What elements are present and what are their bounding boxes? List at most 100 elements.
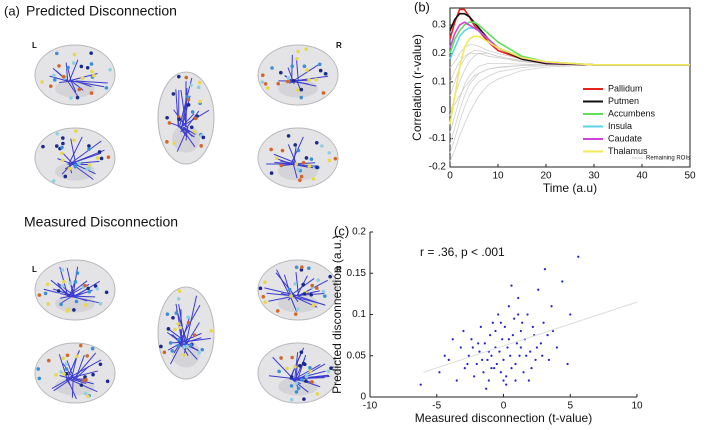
point	[477, 342, 480, 345]
point	[517, 296, 520, 300]
connection	[70, 138, 77, 165]
node	[261, 294, 266, 299]
connection	[171, 341, 183, 344]
connection	[73, 352, 97, 380]
node	[79, 64, 84, 69]
connection	[69, 59, 79, 82]
node	[304, 47, 309, 51]
node	[61, 141, 65, 146]
point	[526, 313, 529, 316]
node	[295, 56, 299, 61]
node	[77, 161, 81, 166]
point	[498, 350, 501, 353]
y-tick-label: -0.2	[429, 162, 447, 173]
node	[276, 81, 281, 86]
node	[182, 345, 187, 349]
connection	[264, 287, 299, 297]
point	[521, 321, 524, 324]
node	[59, 302, 63, 307]
node	[184, 75, 189, 80]
connection	[61, 151, 74, 165]
roi-line	[449, 50, 690, 97]
node	[82, 378, 86, 383]
node	[186, 320, 191, 325]
node	[46, 302, 50, 306]
connection	[176, 309, 188, 343]
node	[77, 87, 82, 92]
point	[447, 358, 450, 361]
node	[315, 165, 319, 170]
connection	[68, 136, 83, 165]
node	[290, 355, 294, 360]
node	[307, 164, 312, 168]
node	[46, 358, 51, 363]
x-tick-label: 10	[492, 171, 504, 182]
node	[333, 156, 338, 161]
node	[166, 327, 171, 331]
node	[296, 386, 301, 391]
node	[85, 354, 90, 358]
node	[317, 62, 322, 67]
node	[311, 177, 316, 181]
point	[550, 305, 553, 308]
connection	[295, 360, 298, 380]
point	[507, 338, 510, 341]
node	[71, 61, 76, 65]
node	[60, 268, 65, 272]
node	[270, 66, 274, 70]
node	[185, 94, 189, 99]
node	[263, 280, 267, 285]
node	[277, 369, 281, 374]
connection	[67, 295, 96, 298]
node	[40, 80, 44, 84]
legend-label: Remaining ROIs	[646, 156, 690, 162]
node	[269, 147, 273, 152]
point	[478, 350, 481, 353]
hemisphere-label: L	[32, 265, 37, 274]
node	[260, 80, 265, 84]
node	[299, 268, 304, 272]
connection	[294, 364, 321, 380]
connection	[178, 341, 184, 348]
node	[190, 110, 195, 114]
node	[79, 383, 84, 387]
node	[57, 64, 61, 68]
brain-shade	[55, 294, 95, 313]
node	[89, 91, 94, 95]
point	[486, 358, 489, 361]
y-tick-label: 0	[360, 392, 366, 403]
node	[36, 367, 41, 371]
node	[279, 163, 284, 168]
point	[479, 325, 482, 328]
connection	[71, 378, 74, 398]
node	[188, 343, 193, 347]
node	[182, 353, 186, 357]
node	[320, 144, 324, 148]
connection	[65, 62, 69, 82]
node	[209, 329, 214, 333]
connection	[52, 288, 75, 297]
point	[501, 338, 504, 341]
connection	[67, 80, 79, 97]
point	[535, 346, 538, 349]
section-title: Measured Disconnection	[24, 214, 178, 230]
node	[66, 307, 71, 312]
x-tick-label: 50	[684, 171, 696, 182]
node	[263, 300, 268, 304]
point	[473, 375, 476, 378]
connection	[74, 365, 90, 380]
node	[64, 367, 69, 371]
node	[174, 311, 179, 315]
node	[294, 381, 299, 385]
node	[304, 379, 308, 383]
node	[74, 299, 79, 304]
y-tick-label: 0.15	[347, 268, 367, 279]
point	[499, 321, 502, 324]
node	[83, 375, 87, 379]
node	[99, 156, 104, 161]
panel-label: (b)	[414, 0, 430, 14]
node	[290, 64, 295, 69]
connection	[275, 157, 292, 165]
point	[547, 358, 550, 361]
point	[539, 342, 542, 345]
